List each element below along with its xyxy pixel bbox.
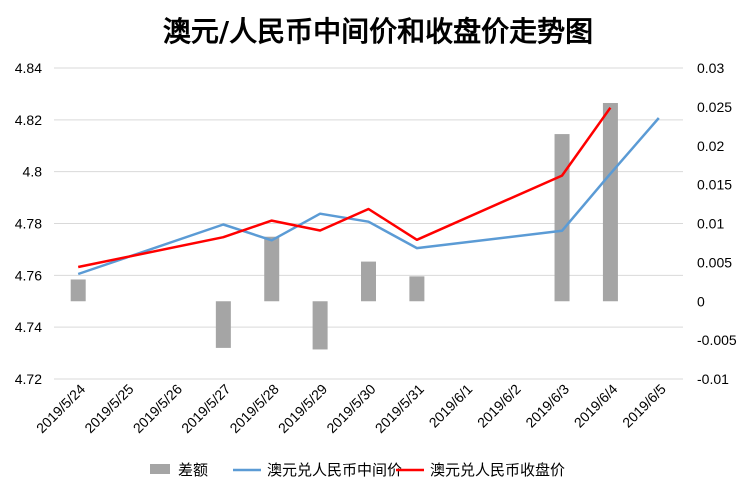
legend: 差额 澳元兑人民币中间价 澳元兑人民币收盘价	[150, 461, 565, 479]
right-tick-label: -0.01	[697, 371, 729, 387]
right-tick-label: 0	[697, 293, 705, 309]
x-axis-ticks: 2019/5/242019/5/252019/5/262019/5/272019…	[33, 381, 669, 437]
legend-label: 澳元兑人民币中间价	[267, 461, 402, 479]
right-tick-label: 0.02	[697, 138, 724, 154]
x-tick-label: 2019/5/29	[275, 381, 331, 437]
x-tick-label: 2019/6/3	[522, 381, 572, 431]
left-tick-label: 4.8	[23, 164, 43, 180]
x-tick-label: 2019/5/28	[226, 381, 282, 437]
bar	[602, 102, 618, 302]
x-tick-label: 2019/6/5	[619, 381, 669, 431]
x-tick-label: 2019/5/31	[372, 381, 428, 437]
left-tick-label: 4.78	[15, 216, 42, 232]
bar-series	[70, 102, 618, 350]
bar	[70, 279, 86, 302]
x-tick-label: 2019/5/26	[130, 381, 186, 437]
bar	[215, 301, 231, 348]
bar	[409, 276, 425, 302]
left-tick-label: 4.72	[15, 371, 42, 387]
right-tick-label: 0.015	[697, 177, 732, 193]
right-tick-label: 0.01	[697, 216, 724, 232]
gridlines	[54, 67, 683, 380]
right-tick-label: -0.005	[697, 332, 737, 348]
x-tick-label: 2019/5/27	[178, 381, 234, 437]
x-tick-label: 2019/5/30	[323, 381, 379, 437]
chart-title: 澳元/人民币中间价和收盘价走势图	[163, 15, 593, 48]
left-tick-label: 4.74	[15, 319, 42, 335]
bar	[264, 236, 280, 302]
x-tick-label: 2019/6/2	[474, 381, 524, 431]
left-tick-label: 4.84	[15, 60, 42, 76]
line-series	[77, 106, 660, 276]
bar	[312, 301, 328, 350]
x-tick-label: 2019/5/24	[33, 381, 89, 437]
right-tick-label: 0.025	[697, 99, 732, 115]
right-axis-ticks: -0.01 -0.005 0 0.005 0.01 0.015 0.02 0.025 0.03	[697, 60, 737, 387]
right-tick-label: 0.03	[697, 60, 724, 76]
left-tick-label: 4.76	[15, 267, 42, 283]
left-axis-ticks: 4.72 4.74 4.76 4.78 4.8 4.82 4.84	[15, 60, 42, 387]
series-line	[77, 106, 612, 269]
x-tick-label: 2019/5/25	[81, 381, 137, 437]
bar	[554, 134, 570, 302]
legend-swatch	[150, 464, 170, 474]
x-tick-label: 2019/6/1	[426, 381, 476, 431]
x-tick-label: 2019/6/4	[571, 381, 621, 431]
bar	[361, 261, 376, 302]
left-tick-label: 4.82	[15, 112, 42, 128]
legend-label: 差额	[178, 461, 208, 479]
right-tick-label: 0.005	[697, 254, 732, 270]
series-line	[77, 117, 660, 276]
legend-label: 澳元兑人民币收盘价	[430, 461, 565, 479]
